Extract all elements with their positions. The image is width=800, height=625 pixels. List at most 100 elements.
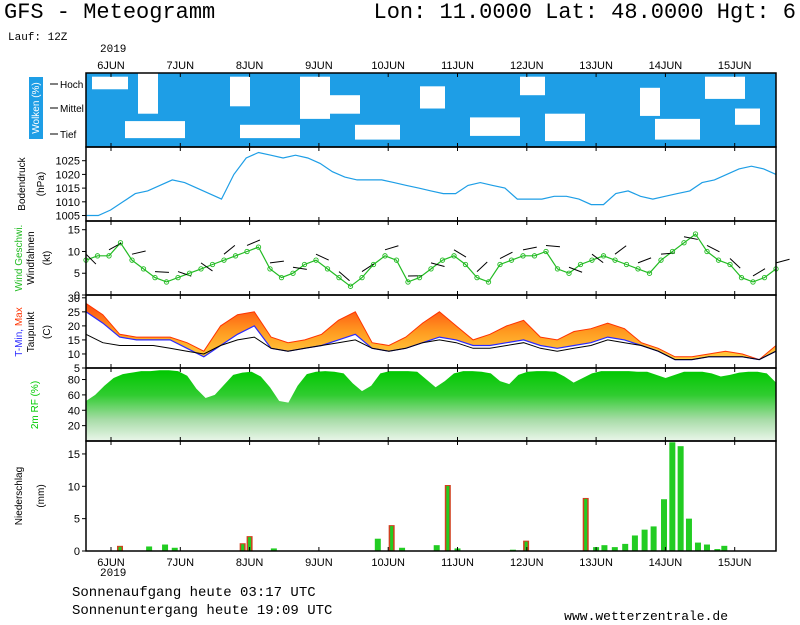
wind-speed-point	[267, 266, 273, 272]
wind-tick-label: 5	[74, 268, 80, 280]
x-tick-label-bottom: 15JUN	[718, 557, 752, 569]
x-tick-label-top: 7JUN	[167, 60, 195, 72]
wind-speed-point	[255, 244, 262, 250]
wind-speed-point	[336, 274, 342, 281]
wind-barb	[729, 258, 741, 269]
precipitation-bar	[399, 547, 406, 551]
wind-speed-point	[623, 261, 630, 268]
humidity-tick-label: 20	[68, 421, 80, 433]
cloud-gap	[640, 87, 660, 116]
wind-barb	[453, 249, 467, 258]
wind-speed-point	[117, 240, 124, 246]
wind-speed-point	[531, 253, 538, 259]
dewpoint-axis-label: Taupunkt	[26, 311, 37, 352]
cloud-gap	[655, 118, 700, 140]
precipitation-bar-inner	[118, 546, 122, 551]
precipitation-bar	[601, 545, 608, 551]
sunrise-text: Sonnenaufgang heute 03:17 UTC	[72, 585, 316, 601]
precipitation-bar	[677, 446, 684, 551]
wind-barb	[476, 261, 488, 272]
wind-speed-point	[658, 257, 664, 263]
x-tick-label-top: 14JUN	[649, 60, 683, 72]
wind-speed-point	[738, 274, 745, 281]
wind-barb	[200, 262, 213, 272]
precipitation-bar	[171, 547, 178, 551]
wind-speed-point	[474, 274, 480, 281]
wind-speed-point	[589, 257, 595, 263]
wind-tick-label: 0	[74, 290, 80, 302]
x-tick-label-bottom: 8JUN	[236, 557, 264, 569]
wind-speed-point	[428, 266, 434, 272]
wind-speed-point	[186, 270, 193, 276]
precipitation-bar	[714, 549, 721, 551]
x-tick-label-bottom: 10JUN	[371, 557, 405, 569]
temperature-unit-label: (C)	[42, 325, 53, 339]
wind-speed-point	[221, 257, 227, 263]
pressure-tick-label: 1010	[56, 197, 80, 209]
year-label-top: 2019	[100, 44, 127, 56]
cloud-axis-label: Wolken (%)	[31, 82, 42, 134]
wind-speed-point	[715, 257, 722, 263]
wind-unit-label: (kt)	[42, 251, 53, 265]
cloud-gap	[125, 121, 185, 139]
wind-barb	[752, 268, 766, 277]
wind-speed-point	[600, 253, 607, 259]
wind-barb	[614, 245, 627, 255]
precipitation-bar	[631, 535, 638, 551]
website-link[interactable]: www.wetterzentrale.de	[564, 609, 728, 624]
cloud-level-mittel: Mittel	[60, 104, 84, 115]
wind-speed-point	[750, 279, 756, 285]
wind-speed-point	[198, 266, 204, 272]
cloud-gap	[735, 108, 760, 125]
wind-speed-point	[370, 261, 377, 268]
precipitation-bar-inner	[248, 537, 252, 551]
wind-speed-point	[727, 261, 733, 268]
precipitation-bar	[721, 545, 728, 551]
wind-speed-point	[520, 253, 526, 259]
wind-speed-point	[152, 274, 158, 281]
wind-speed-point	[301, 261, 308, 268]
pressure-tick-label: 1020	[56, 169, 80, 181]
precipitation-axis-label: Niederschlag	[14, 467, 25, 525]
wind-speed-point	[497, 261, 503, 268]
temperature-max-line	[85, 302, 777, 361]
wind-barb	[292, 266, 307, 270]
wind-barb	[775, 258, 790, 264]
wind-tick-label: 10	[68, 246, 80, 258]
humidity-tick-label: 60	[68, 390, 80, 402]
wind-tick-label: 15	[68, 225, 80, 237]
precipitation-bar-inner	[390, 526, 394, 551]
wind-speed-point	[106, 253, 112, 259]
precipitation-bar	[703, 544, 710, 551]
page-title: GFS - Meteogramm	[4, 0, 216, 25]
wind-speed-point	[669, 248, 676, 255]
temperature-axis-label: T-Min, Max	[14, 307, 25, 356]
precipitation-bar	[146, 546, 153, 551]
wind-speed-point	[462, 261, 469, 268]
wind-speed-point	[405, 279, 411, 285]
wind-speed-point	[129, 257, 135, 263]
temperature-tick-label: 30	[68, 293, 80, 305]
cloud-gap	[705, 76, 745, 99]
wind-barb	[223, 244, 236, 255]
humidity-area	[86, 370, 776, 441]
precipitation-bar	[270, 548, 277, 551]
precipitation-bar-inner	[446, 486, 450, 551]
wind-barb	[315, 253, 329, 261]
wind-speed-point	[612, 257, 618, 263]
humidity-tick-label: 80	[68, 375, 80, 387]
precipitation-unit-label: (mm)	[36, 484, 47, 507]
precipitation-bar	[374, 538, 381, 551]
temperature-tick-label: 5	[74, 363, 80, 375]
precipitation-bar	[650, 526, 657, 551]
pressure-tick-label: 1015	[56, 183, 80, 195]
wind-barb	[384, 245, 399, 251]
panel-frame-pressure	[85, 146, 777, 222]
wind-speed-point	[681, 240, 687, 246]
wind-speed-point	[393, 257, 400, 263]
x-tick-label-top: 8JUN	[236, 60, 264, 72]
wind-speed-point	[692, 231, 699, 237]
temperature-range-band	[86, 303, 776, 360]
precipitation-bar	[685, 518, 692, 551]
cloud-gap	[545, 113, 585, 142]
